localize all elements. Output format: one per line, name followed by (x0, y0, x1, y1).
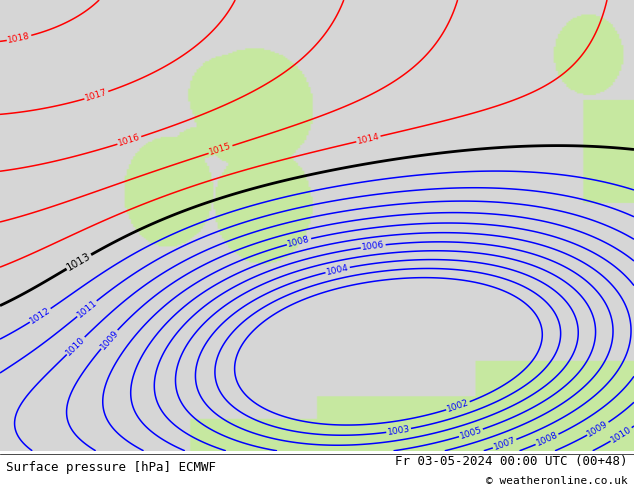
Text: 1007: 1007 (493, 436, 517, 452)
Text: Fr 03-05-2024 00:00 UTC (00+48): Fr 03-05-2024 00:00 UTC (00+48) (395, 455, 628, 468)
Text: 1008: 1008 (534, 431, 559, 448)
Text: 1016: 1016 (117, 133, 141, 148)
Text: 1005: 1005 (458, 425, 483, 441)
Text: 1010: 1010 (609, 425, 633, 444)
Text: © weatheronline.co.uk: © weatheronline.co.uk (486, 476, 628, 487)
Text: 1011: 1011 (75, 298, 99, 319)
Text: 1015: 1015 (208, 142, 233, 157)
Text: 1008: 1008 (287, 234, 311, 249)
Text: 1013: 1013 (65, 251, 93, 273)
Text: 1004: 1004 (325, 263, 350, 277)
Text: 1017: 1017 (84, 88, 108, 103)
Text: 1006: 1006 (361, 240, 385, 252)
Text: 1018: 1018 (7, 31, 31, 45)
Text: 1009: 1009 (586, 419, 610, 439)
Text: 1003: 1003 (387, 424, 411, 437)
Text: Surface pressure [hPa] ECMWF: Surface pressure [hPa] ECMWF (6, 461, 216, 474)
Text: 1010: 1010 (64, 335, 87, 357)
Text: 1002: 1002 (446, 398, 470, 414)
Text: 1014: 1014 (356, 132, 380, 146)
Text: 1009: 1009 (98, 328, 120, 351)
Text: 1012: 1012 (29, 305, 53, 325)
